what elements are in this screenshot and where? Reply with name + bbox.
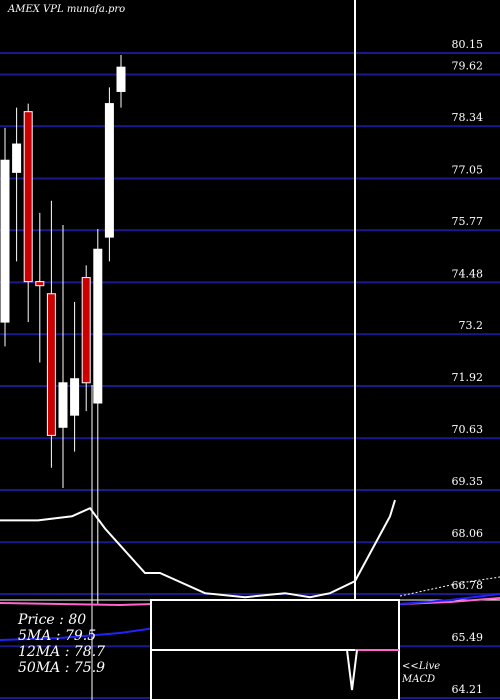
live-label: <<Live bbox=[402, 661, 441, 672]
candle bbox=[23, 103, 33, 323]
candle bbox=[35, 212, 45, 363]
candle-body bbox=[93, 248, 103, 404]
y-tick-label: 70.63 bbox=[452, 423, 484, 436]
y-tick-label: 75.77 bbox=[452, 215, 484, 228]
candle-body bbox=[116, 66, 126, 92]
candle-body bbox=[35, 281, 45, 287]
live-macd-label[interactable]: <<Live MACD bbox=[402, 660, 440, 686]
macd-line bbox=[0, 627, 156, 641]
candle bbox=[58, 224, 68, 488]
y-axis-tick-labels: 80.15 79.62 78.34 77.05 75.77 74.48 73.2 71.92 7… bbox=[452, 38, 484, 696]
chart-title: AMEX VPL munafa.pro bbox=[8, 4, 126, 15]
y-tick-label: 77.05 bbox=[452, 163, 484, 176]
candle bbox=[12, 107, 22, 262]
candle-body bbox=[0, 159, 10, 323]
y-tick-label: 74.48 bbox=[452, 267, 484, 280]
moving-average-line bbox=[0, 499, 396, 599]
y-tick-label: 64.21 bbox=[452, 683, 484, 696]
price-value: Price : 80 bbox=[18, 612, 87, 628]
y-tick-label: 73.2 bbox=[459, 319, 484, 332]
y-tick-label: 65.49 bbox=[452, 631, 484, 644]
macd-signal-line bbox=[0, 602, 156, 607]
candle bbox=[81, 265, 91, 412]
candle-body bbox=[81, 277, 91, 384]
candle bbox=[93, 229, 103, 606]
y-tick-label: 71.92 bbox=[452, 371, 484, 384]
candle bbox=[70, 301, 80, 452]
y-tick-label: 80.15 bbox=[452, 38, 484, 51]
y-tick-label: 78.34 bbox=[452, 111, 484, 124]
candle-body bbox=[46, 293, 56, 436]
candle-body bbox=[23, 111, 33, 283]
macd-dotted-line bbox=[399, 576, 500, 597]
macd-line-right bbox=[399, 593, 500, 605]
macd-label: MACD bbox=[402, 674, 436, 685]
macd-histogram-spike bbox=[346, 649, 358, 691]
ma50-value: 50MA : 75.9 bbox=[18, 660, 106, 676]
candle bbox=[46, 200, 56, 468]
y-tick-label: 79.62 bbox=[452, 59, 484, 72]
candle bbox=[104, 87, 114, 262]
candle-body bbox=[104, 103, 114, 238]
candle-body bbox=[12, 143, 22, 173]
macd-panel bbox=[0, 576, 500, 700]
candle bbox=[0, 127, 10, 347]
candle bbox=[116, 55, 126, 108]
y-tick-label: 69.35 bbox=[452, 475, 484, 488]
y-tick-label: 66.78 bbox=[452, 579, 484, 592]
candle-body bbox=[70, 378, 80, 416]
y-tick-label: 68.06 bbox=[452, 527, 484, 540]
price-info-panel: Price : 80 5MA : 79.5 12MA : 78.7 50MA :… bbox=[18, 612, 105, 676]
candles bbox=[0, 55, 126, 606]
candle-body bbox=[58, 382, 68, 428]
ma5-value: 5MA : 79.5 bbox=[18, 628, 97, 644]
ma12-value: 12MA : 78.7 bbox=[18, 644, 106, 660]
